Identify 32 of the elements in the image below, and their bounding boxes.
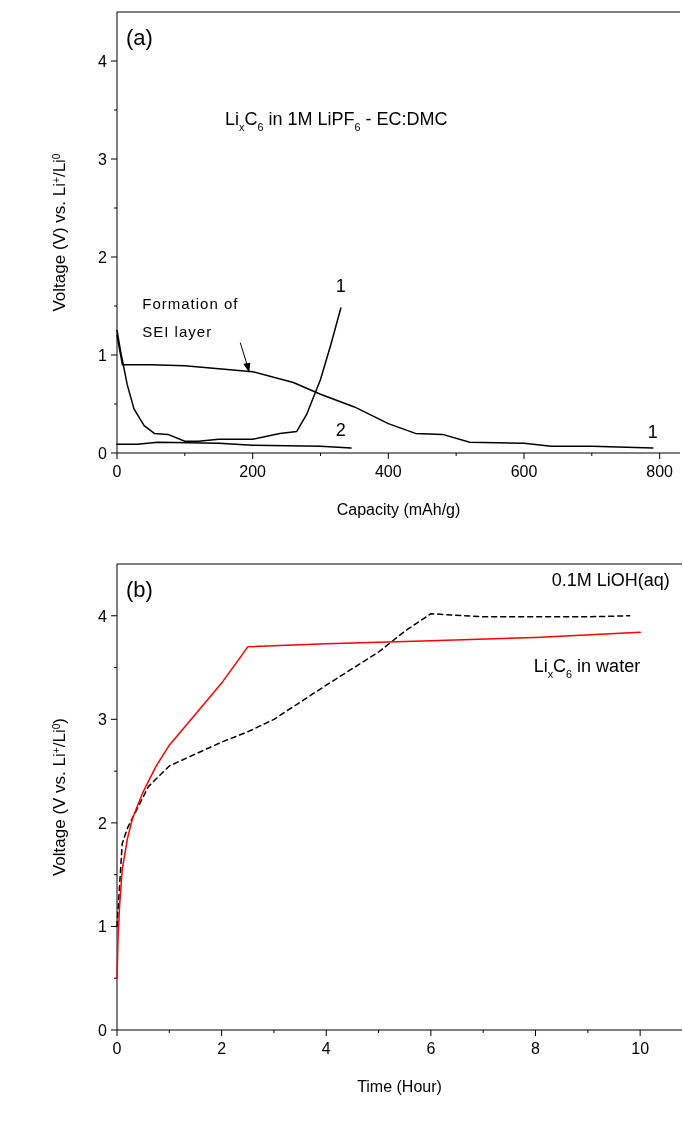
y-tick-label: 4 — [98, 607, 108, 625]
x-tick-label: 200 — [239, 463, 267, 480]
x-tick-label: 2 — [217, 1040, 227, 1057]
y-tick-label: 0 — [98, 445, 108, 462]
x-tick-label: 10 — [631, 1040, 650, 1057]
y-tick-label: 3 — [98, 151, 108, 168]
x-tick-label: 4 — [321, 1040, 331, 1057]
y-tick-label: 2 — [98, 814, 108, 832]
annotation: 2 — [335, 420, 346, 441]
text: Li$_{x}$C$_{6}$ in 1M LiPF$_{6}$ - EC:DMC — [225, 109, 448, 133]
text: (a) — [126, 25, 153, 50]
x-tick-label: 8 — [531, 1040, 541, 1057]
x-tick-label: 800 — [646, 463, 674, 480]
annotation: Formation of SEI layer — [142, 294, 239, 340]
y-tick-label: 1 — [98, 918, 108, 936]
x-tick-label: 0 — [112, 463, 122, 480]
text: (b) — [126, 577, 153, 602]
x-axis-title: Time (Hour) — [357, 1078, 442, 1095]
series-label: 0.1M LiOH(aq) — [551, 569, 670, 590]
x-tick-label: 400 — [374, 463, 402, 480]
y-tick-label: 2 — [98, 249, 108, 266]
x-tick-label: 0 — [112, 1040, 122, 1057]
y-tick-label: 4 — [98, 53, 108, 70]
y-tick-label: 1 — [98, 347, 108, 364]
x-tick-label: 6 — [426, 1040, 436, 1057]
annotation: 1 — [335, 275, 346, 296]
y-tick-label: 0 — [98, 1022, 108, 1039]
annotation: 1 — [647, 422, 658, 443]
y-tick-label: 3 — [98, 711, 108, 729]
x-tick-label: 600 — [510, 463, 538, 480]
series-label: Li$_{x}$C$_{6}$ in water — [533, 656, 641, 681]
x-axis-title: Capacity (mAh/g) — [336, 501, 461, 518]
